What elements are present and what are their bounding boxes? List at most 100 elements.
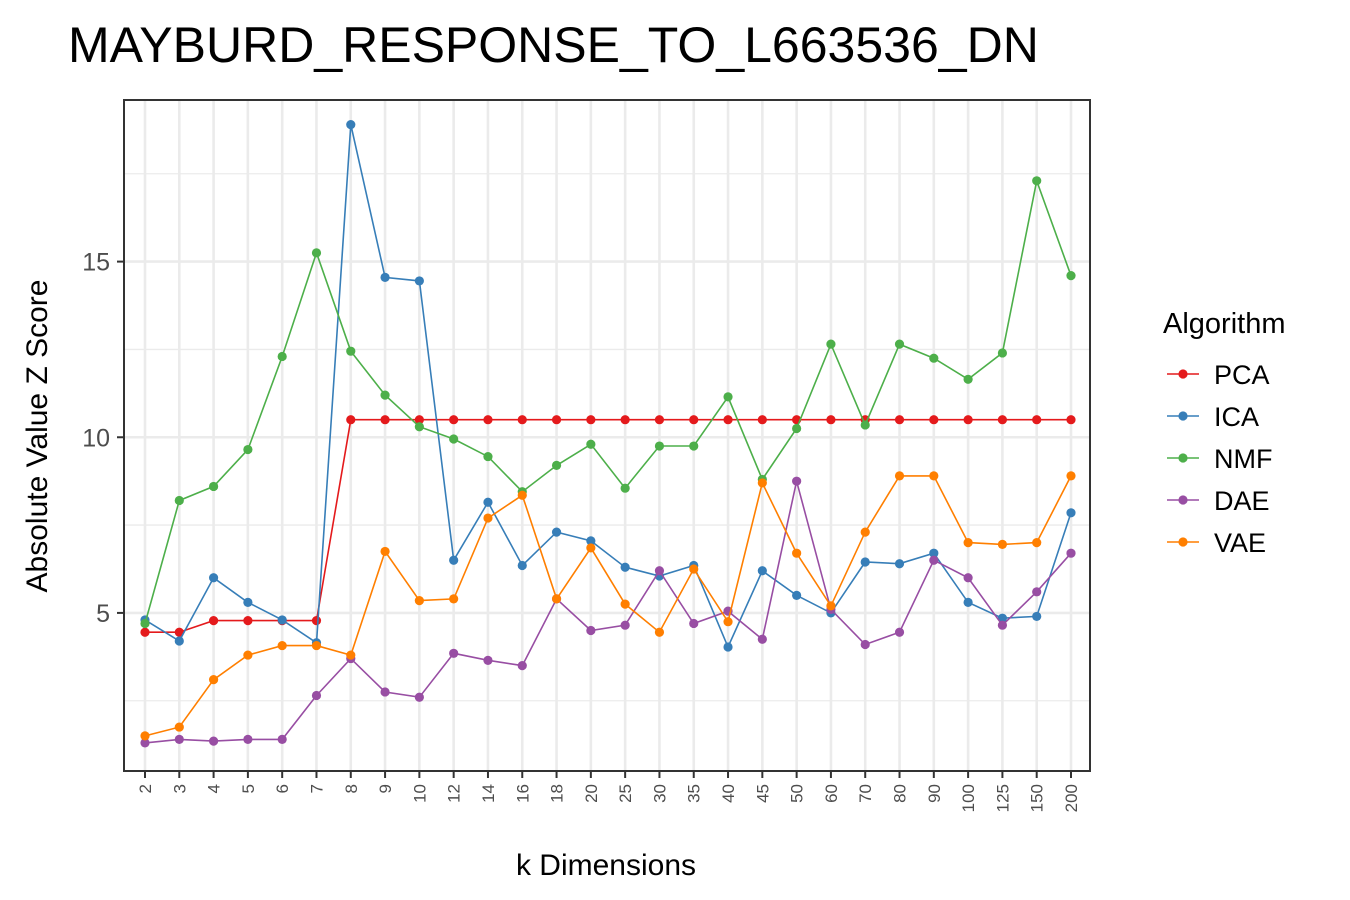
data-point-pca bbox=[208, 616, 219, 626]
data-point-pca bbox=[826, 415, 836, 425]
data-point-vae bbox=[380, 546, 390, 557]
x-tick-label: 50 bbox=[788, 784, 807, 803]
legend-key-point bbox=[1178, 453, 1188, 463]
data-point-dae bbox=[517, 661, 527, 671]
data-point-ica bbox=[208, 573, 219, 583]
x-tick-label: 18 bbox=[548, 784, 567, 803]
series-layer bbox=[140, 119, 1076, 748]
data-point-vae bbox=[311, 640, 322, 651]
data-point-nmf bbox=[174, 495, 184, 506]
data-point-dae bbox=[792, 476, 802, 486]
data-point-vae bbox=[689, 564, 699, 574]
data-point-dae bbox=[689, 618, 699, 629]
legend-title: Algorithm bbox=[1163, 308, 1286, 340]
data-point-nmf bbox=[723, 392, 733, 402]
data-point-pca bbox=[414, 415, 424, 425]
legend-item-ica: ICA bbox=[1167, 402, 1259, 432]
data-point-vae bbox=[723, 617, 733, 627]
x-tick-label: 200 bbox=[1062, 784, 1081, 812]
data-point-pca bbox=[346, 415, 356, 425]
data-point-nmf bbox=[654, 441, 665, 451]
data-point-ica bbox=[380, 272, 390, 283]
data-point-pca bbox=[586, 415, 596, 425]
data-point-dae bbox=[929, 555, 939, 565]
data-point-nmf bbox=[311, 248, 322, 258]
data-point-nmf bbox=[689, 441, 699, 451]
data-point-ica bbox=[1032, 611, 1042, 622]
data-point-nmf bbox=[277, 351, 287, 362]
data-point-ica bbox=[860, 557, 870, 567]
data-point-pca bbox=[997, 415, 1008, 425]
legend-label: ICA bbox=[1214, 402, 1259, 432]
data-point-dae bbox=[654, 566, 665, 576]
data-point-ica bbox=[757, 566, 767, 576]
data-point-nmf bbox=[1066, 271, 1076, 281]
data-point-ica bbox=[1066, 508, 1076, 518]
data-point-pca bbox=[757, 415, 767, 425]
data-point-vae bbox=[997, 539, 1008, 550]
data-point-ica bbox=[517, 560, 527, 571]
data-point-pca bbox=[551, 415, 562, 425]
series-line-vae bbox=[144, 475, 1072, 737]
data-point-ica bbox=[586, 536, 596, 546]
x-axis-label: k Dimensions bbox=[516, 849, 696, 882]
data-point-nmf bbox=[586, 439, 596, 449]
data-point-nmf bbox=[551, 460, 562, 470]
series-line-dae bbox=[144, 480, 1072, 744]
data-point-pca bbox=[174, 627, 184, 637]
x-tick-label: 10 bbox=[410, 784, 429, 803]
legend-item-vae: VAE bbox=[1167, 528, 1266, 558]
data-point-nmf bbox=[346, 346, 356, 356]
legend-label: VAE bbox=[1214, 528, 1266, 558]
data-point-ica bbox=[723, 642, 733, 652]
data-point-pca bbox=[963, 415, 973, 425]
x-tick-label: 5 bbox=[239, 784, 258, 793]
data-point-dae bbox=[997, 620, 1008, 630]
data-point-ica bbox=[620, 562, 630, 572]
x-tick-label: 3 bbox=[170, 784, 189, 793]
data-point-ica bbox=[277, 615, 287, 625]
x-tick-label: 60 bbox=[822, 784, 841, 803]
data-point-dae bbox=[140, 738, 150, 748]
data-point-dae bbox=[208, 736, 219, 746]
data-point-ica bbox=[997, 613, 1008, 623]
data-point-ica bbox=[963, 597, 973, 607]
data-point-ica bbox=[414, 276, 424, 286]
series-line-ica bbox=[144, 124, 1072, 650]
data-point-nmf bbox=[243, 444, 253, 455]
y-axis-label: Absolute Value Z Score bbox=[21, 280, 54, 593]
data-point-pca bbox=[243, 616, 253, 626]
data-point-pca bbox=[620, 415, 630, 425]
data-point-vae bbox=[140, 731, 150, 741]
data-point-pca bbox=[140, 627, 150, 637]
legend: Algorithm PCA ICA NMF DAE VAE bbox=[1163, 308, 1286, 558]
data-point-dae bbox=[894, 627, 905, 637]
data-point-vae bbox=[277, 640, 287, 651]
data-point-vae bbox=[483, 513, 493, 523]
data-point-nmf bbox=[860, 420, 870, 430]
x-tick-label: 16 bbox=[513, 784, 532, 803]
data-point-dae bbox=[963, 573, 973, 583]
data-point-dae bbox=[414, 692, 424, 702]
series-ica bbox=[140, 119, 1076, 652]
legend-item-nmf: NMF bbox=[1167, 444, 1272, 474]
series-line-nmf bbox=[144, 177, 1072, 624]
data-point-vae bbox=[929, 471, 939, 481]
x-tick-label: 80 bbox=[891, 784, 910, 803]
data-point-ica bbox=[551, 527, 562, 537]
x-tick-label: 30 bbox=[650, 784, 669, 803]
data-point-dae bbox=[311, 690, 322, 701]
data-point-nmf bbox=[140, 618, 150, 629]
data-point-vae bbox=[414, 596, 424, 606]
data-point-pca bbox=[311, 616, 322, 626]
series-vae bbox=[140, 471, 1076, 741]
data-point-nmf bbox=[963, 374, 973, 384]
data-point-pca bbox=[449, 415, 459, 425]
data-point-vae bbox=[1032, 538, 1042, 548]
legend-key-point bbox=[1178, 369, 1188, 379]
data-point-ica bbox=[483, 497, 493, 507]
data-point-dae bbox=[243, 734, 253, 744]
x-tick-label: 9 bbox=[376, 784, 395, 793]
data-point-pca bbox=[894, 415, 905, 425]
